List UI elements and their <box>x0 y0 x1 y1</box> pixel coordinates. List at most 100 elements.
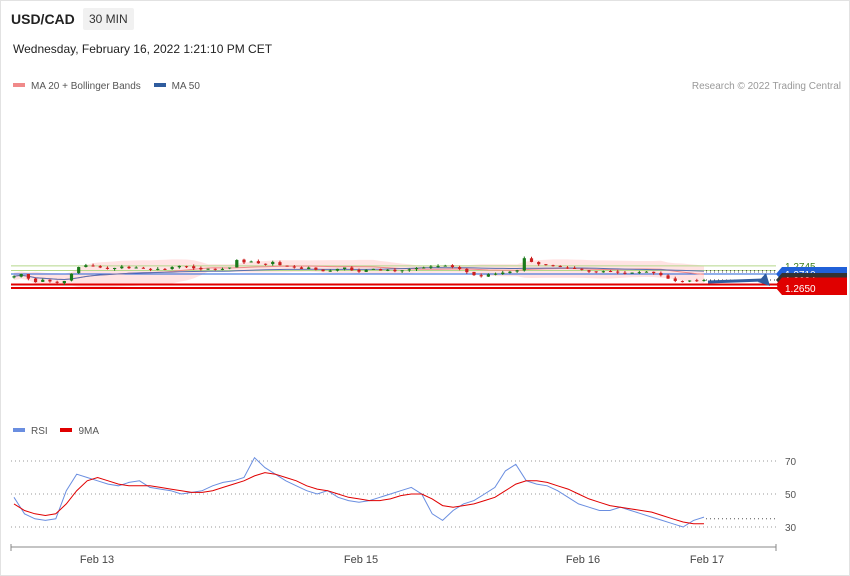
candle-body <box>235 260 239 268</box>
projection-arrow-shaft <box>707 278 766 284</box>
candle-body <box>630 272 634 274</box>
candle-body <box>192 266 196 269</box>
candle-body <box>55 281 59 283</box>
rsi-tick-30: 30 <box>785 523 797 534</box>
candle-body <box>522 258 526 271</box>
candle-body <box>256 261 260 264</box>
candle-body <box>702 280 706 282</box>
candle-body <box>429 266 433 268</box>
ma50-legend-label: MA 50 <box>171 81 200 92</box>
candle-body <box>580 268 584 270</box>
candle-body <box>472 271 476 276</box>
candle-body <box>307 267 311 270</box>
candle-body <box>558 265 562 268</box>
candle-body <box>350 267 354 271</box>
candle-body <box>458 267 462 269</box>
candle-body <box>156 268 160 270</box>
x-tick-label-Feb-13: Feb 13 <box>80 554 114 566</box>
bollinger-swatch <box>13 83 25 88</box>
candle-body <box>623 272 627 274</box>
candle-body <box>565 267 570 269</box>
candle-body <box>184 266 189 268</box>
candle-body <box>321 269 325 272</box>
price-legend: MA 20 + Bollinger Bands MA 50 <box>13 81 200 92</box>
candle-body <box>594 271 598 273</box>
rsi-tick-70: 70 <box>785 457 797 468</box>
candle-body <box>508 271 512 274</box>
candle-body <box>163 268 167 270</box>
candle-body <box>443 265 447 267</box>
candle-body <box>407 269 411 271</box>
level-tag-1.2650 <box>776 280 847 295</box>
candle-body <box>206 268 210 270</box>
candle-body <box>436 266 440 268</box>
rsi-ma-legend-label: 9MA <box>78 426 100 437</box>
candle-body <box>515 270 519 272</box>
candle-body <box>48 279 52 282</box>
candle-body <box>666 275 670 279</box>
candle-body <box>343 267 347 269</box>
x-tick-label-Feb-15: Feb 15 <box>344 554 378 566</box>
x-tick-label-Feb-17: Feb 17 <box>690 554 724 566</box>
candle-body <box>199 267 203 270</box>
candle-body <box>62 280 66 284</box>
candle-body <box>98 266 102 268</box>
candle-body <box>601 271 605 273</box>
candle-body <box>105 267 110 269</box>
candle-body <box>314 267 318 270</box>
candle-body <box>120 266 124 269</box>
x-tick-label-Feb-16: Feb 16 <box>566 554 600 566</box>
candle-body <box>378 269 383 271</box>
candle-body <box>299 267 304 269</box>
candle-body <box>242 259 246 263</box>
candle-body <box>213 268 217 270</box>
credit-text: Research © 2022 Trading Central <box>691 81 841 92</box>
candle-body <box>220 268 225 270</box>
candle-body <box>680 281 685 283</box>
candle-body <box>529 258 534 262</box>
candle-body <box>84 265 88 267</box>
candle-body <box>673 278 677 281</box>
candle-body <box>148 268 153 270</box>
candle-body <box>644 271 649 273</box>
rsi-ma-swatch <box>60 428 73 433</box>
timeframe-badge[interactable]: 30 MIN <box>83 8 134 30</box>
candle-body <box>637 272 641 274</box>
candle-body <box>537 262 541 265</box>
candle-body <box>328 270 332 272</box>
candle-body <box>479 275 483 277</box>
candle-body <box>465 268 469 273</box>
candle-body <box>357 269 361 272</box>
candle-body <box>616 271 620 273</box>
candle-body <box>41 279 45 282</box>
rsi-ma-line <box>13 472 704 525</box>
candle-body <box>573 267 577 269</box>
candle-body <box>450 265 455 268</box>
candle-body <box>551 265 555 267</box>
candle-body <box>33 278 38 283</box>
candle-body <box>608 270 613 272</box>
rsi-legend-label: RSI <box>31 426 48 437</box>
symbol-title: USD/CAD <box>11 11 75 27</box>
candle-body <box>263 263 268 265</box>
candle-body <box>335 268 340 271</box>
candle-body <box>400 270 404 272</box>
rsi-legend: RSI 9MA <box>13 426 99 437</box>
projection-arrow-head <box>758 272 770 286</box>
bollinger-legend-label: MA 20 + Bollinger Bands <box>31 81 141 92</box>
candle-body <box>77 267 81 274</box>
candle-body <box>364 269 368 272</box>
candle-body <box>69 273 74 281</box>
candle-body <box>587 270 591 272</box>
candle-body <box>688 280 692 282</box>
candle-body <box>278 262 282 266</box>
candle-body <box>659 272 663 276</box>
candle-body <box>393 269 397 272</box>
candle-body <box>695 280 699 282</box>
ma50-swatch <box>153 83 166 88</box>
candle-body <box>486 274 490 277</box>
candle-body <box>652 271 656 274</box>
candle-body <box>501 272 505 274</box>
rsi-swatch <box>13 428 25 433</box>
